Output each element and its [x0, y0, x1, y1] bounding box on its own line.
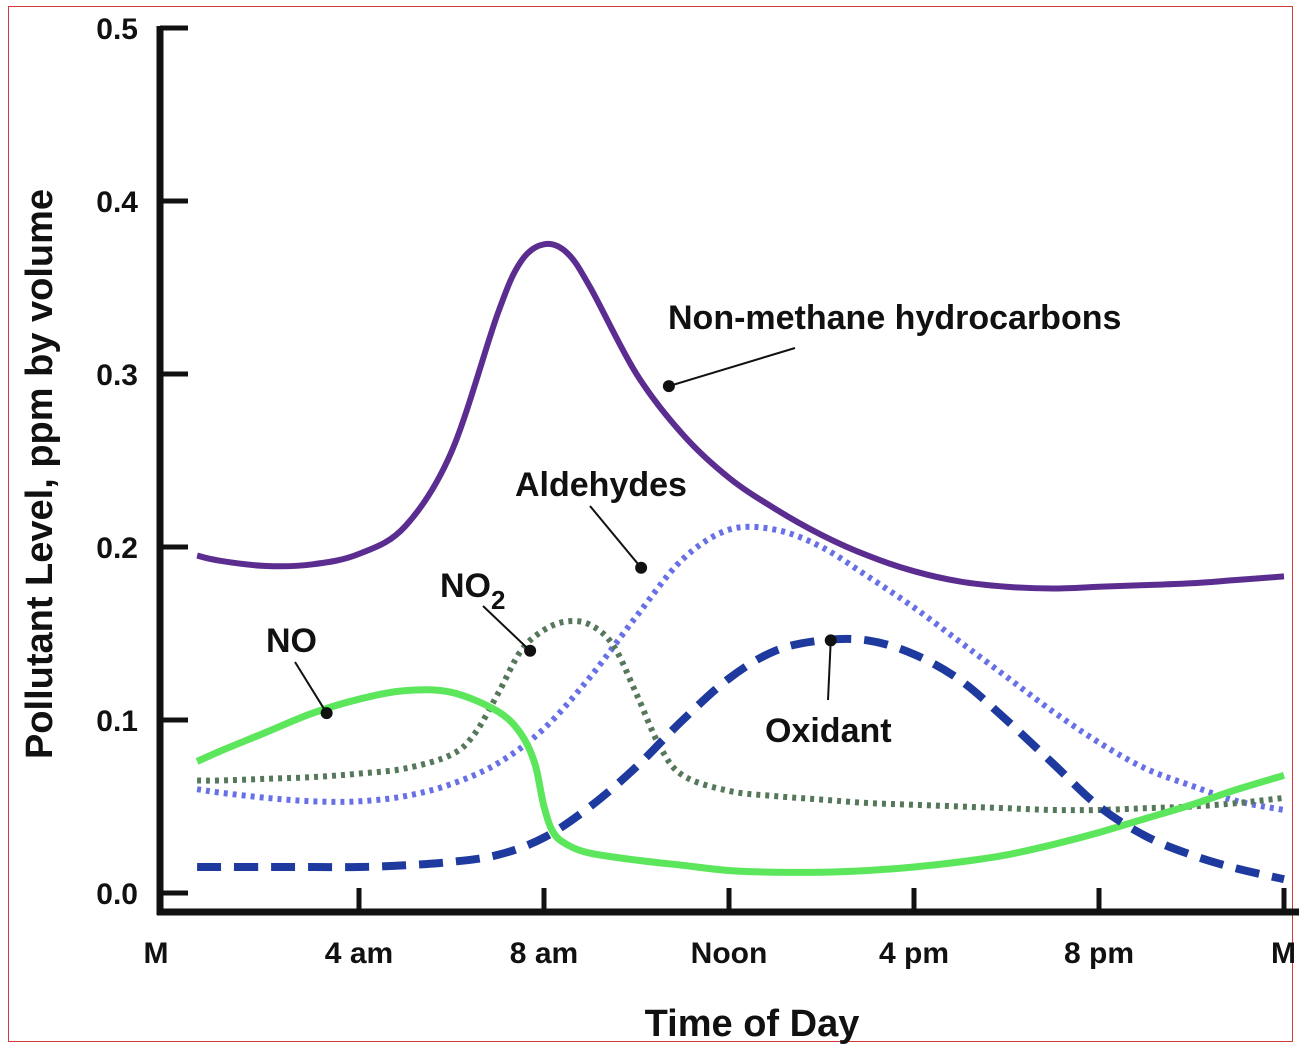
annotation-leader-line [668, 347, 796, 388]
annotation-no2-main: NO [440, 567, 491, 605]
series-line-non-methane-hydrocarbons [196, 240, 1285, 592]
annotation-no2: NO2 [440, 567, 505, 615]
y-tick-label: 0.5 [96, 13, 138, 46]
y-tick-label: 0.2 [96, 532, 138, 565]
x-tick-label: 8 pm [1064, 937, 1134, 970]
axes [156, 26, 1299, 916]
annotation-no: NO [266, 622, 317, 660]
series-line-aldehydes [196, 523, 1285, 813]
x-tick-label: 4 pm [879, 937, 949, 970]
x-tick-label: Noon [691, 937, 768, 970]
series-line-oxidant [197, 634, 1285, 884]
annotation-aldehydes: Aldehydes [515, 466, 687, 504]
annotation-marker-dot [635, 561, 648, 574]
annotation-leader-line [589, 505, 642, 569]
annotation-leader-line [482, 605, 531, 652]
series-line-no2 [197, 617, 1285, 814]
series-line-no [195, 686, 1286, 876]
x-tick-label: 8 am [510, 937, 578, 970]
series-layer [195, 240, 1286, 884]
image-border [8, 6, 1293, 1042]
y-tick-label: 0.3 [96, 359, 138, 392]
y-tick-label: 0.0 [96, 878, 138, 911]
x-tick-label: M [1271, 937, 1296, 970]
annotation-layer: Non-methane hydrocarbons Aldehydes NO2 N… [266, 299, 1121, 750]
annotation-marker-dot [824, 634, 837, 647]
y-ticks: 0.0 0.1 0.2 0.3 0.4 0.5 [96, 13, 188, 911]
annotation-no2-subscript: 2 [491, 585, 505, 615]
annotation-marker-dot [662, 380, 675, 393]
y-tick-label: 0.1 [96, 705, 138, 738]
x-ticks: M 4 am 8 am Noon 4 pm 8 pm M [144, 888, 1296, 970]
annotation-marker-dot [320, 707, 333, 720]
y-axis-title: Pollutant Level, ppm by volume [19, 189, 61, 759]
annotation-non-methane-hydrocarbons: Non-methane hydrocarbons [668, 299, 1121, 337]
x-tick-label: M [144, 937, 169, 970]
annotation-oxidant: Oxidant [765, 712, 892, 750]
x-axis-title: Time of Day [645, 1003, 860, 1045]
x-tick-label: 4 am [325, 937, 393, 970]
annotation-marker-dot [524, 644, 537, 657]
annotation-leader-line [294, 661, 328, 714]
annotation-leader-line [827, 640, 832, 701]
y-tick-label: 0.4 [96, 186, 138, 219]
